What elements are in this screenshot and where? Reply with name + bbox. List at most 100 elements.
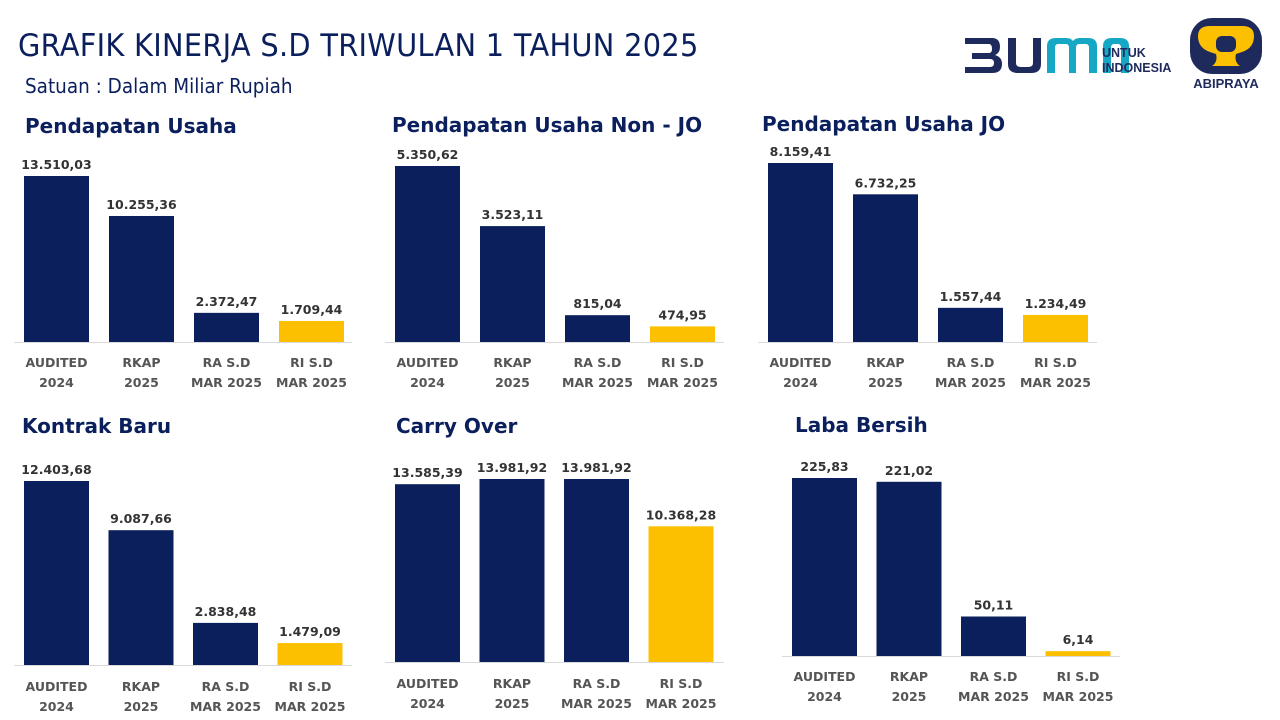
bar [938, 307, 1003, 342]
category-label: MAR 2025 [1043, 689, 1114, 704]
category-label: RA S.D [573, 676, 621, 691]
bar [1045, 651, 1111, 656]
category-label: AUDITED [770, 355, 832, 370]
data-label: 5.350,62 [397, 147, 459, 162]
page-title: GRAFIK KINERJA S.D TRIWULAN 1 TAHUN 2025 [18, 28, 699, 64]
category-label: MAR 2025 [191, 375, 262, 390]
category-label: AUDITED [397, 355, 459, 370]
bar [565, 315, 630, 342]
bumn-tagline-line2: INDONESIA [1102, 61, 1171, 75]
data-label: 13.981,92 [477, 460, 547, 475]
bar [648, 526, 714, 662]
data-label: 8.159,41 [770, 144, 832, 159]
data-label: 13.510,03 [21, 157, 91, 172]
data-label: 815,04 [573, 296, 622, 311]
data-label: 6,14 [1063, 632, 1094, 647]
bar [564, 479, 629, 662]
data-label: 1.234,49 [1025, 296, 1087, 311]
category-label: 2025 [868, 375, 903, 390]
category-label: RI S.D [661, 355, 704, 370]
category-label: 2024 [783, 375, 818, 390]
data-label: 10.368,28 [646, 507, 716, 522]
category-label: RA S.D [947, 355, 995, 370]
category-label: RKAP [493, 355, 531, 370]
category-label: RA S.D [203, 355, 251, 370]
category-label: RI S.D [290, 355, 333, 370]
category-label: 2025 [495, 696, 530, 711]
category-label: MAR 2025 [646, 696, 717, 711]
page-subtitle: Satuan : Dalam Miliar Rupiah [25, 74, 293, 98]
data-label: 1.557,44 [940, 289, 1002, 304]
category-label: RKAP [122, 679, 160, 694]
data-label: 1.479,09 [279, 624, 341, 639]
chart-title: Pendapatan Usaha [25, 114, 237, 138]
data-label: 1.709,44 [281, 302, 343, 317]
chart-title: Pendapatan Usaha Non - JO [392, 113, 703, 137]
chart-title: Carry Over [396, 414, 518, 438]
category-label: MAR 2025 [1020, 375, 1091, 390]
category-label: 2025 [892, 689, 927, 704]
category-label: MAR 2025 [935, 375, 1006, 390]
bar [193, 622, 258, 665]
category-label: MAR 2025 [958, 689, 1029, 704]
chart-title: Kontrak Baru [22, 414, 172, 438]
category-label: MAR 2025 [562, 375, 633, 390]
category-label: RI S.D [1057, 669, 1100, 684]
category-label: AUDITED [26, 355, 88, 370]
category-label: MAR 2025 [276, 375, 347, 390]
category-label: RI S.D [660, 676, 703, 691]
data-label: 12.403,68 [21, 462, 91, 477]
chart-plot: 13.510,03 AUDITED 2024 10.255,36 RKAP 2025 2.3… [14, 157, 352, 390]
category-label: RI S.D [1034, 355, 1077, 370]
bar [961, 616, 1026, 656]
bar [650, 326, 715, 342]
chart-title: Laba Bersih [795, 413, 928, 437]
category-label: 2024 [410, 696, 445, 711]
category-label: AUDITED [397, 676, 459, 691]
data-label: 9.087,66 [110, 511, 172, 526]
abipraya-logo: ABIPRAYA [1190, 18, 1262, 91]
data-label: 50,11 [974, 598, 1014, 613]
category-label: RKAP [493, 676, 531, 691]
bar [1023, 314, 1088, 342]
chart-title: Pendapatan Usaha JO [762, 112, 1006, 136]
chart-plot: 225,83 AUDITED 2024 221,02 RKAP 2025 50,11 RA S… [782, 459, 1120, 704]
data-label: 221,02 [885, 463, 933, 478]
bar [395, 166, 460, 342]
category-label: 2024 [39, 375, 74, 390]
chart-plot: 8.159,41 AUDITED 2024 6.732,25 RKAP 2025 1.557… [758, 144, 1097, 390]
data-label: 13.981,92 [561, 460, 631, 475]
bar [395, 484, 460, 662]
category-label: MAR 2025 [275, 699, 346, 714]
category-label: MAR 2025 [561, 696, 632, 711]
category-label: MAR 2025 [647, 375, 718, 390]
data-label: 474,95 [658, 307, 706, 322]
bar [479, 479, 545, 662]
category-label: RKAP [122, 355, 160, 370]
category-label: 2025 [124, 375, 159, 390]
category-label: AUDITED [26, 679, 88, 694]
bar [194, 312, 259, 342]
category-label: 2025 [124, 699, 159, 714]
bar [109, 215, 174, 342]
bar [279, 320, 344, 342]
category-label: RKAP [866, 355, 904, 370]
bar [24, 176, 89, 342]
bumn-logo: UNTUK INDONESIA [965, 38, 1171, 75]
category-label: AUDITED [794, 669, 856, 684]
abipraya-wordmark: ABIPRAYA [1193, 76, 1259, 91]
bumn-wordmark [965, 38, 1129, 73]
data-label: 2.838,48 [195, 604, 257, 619]
category-label: 2024 [410, 375, 445, 390]
chart-plot: 13.585,39 AUDITED 2024 13.981,92 RKAP 2025 13.… [385, 460, 724, 711]
chart-plot: 12.403,68 AUDITED 2024 9.087,66 RKAP 2025 2.83… [14, 462, 352, 714]
bar [876, 481, 942, 656]
category-label: 2024 [807, 689, 842, 704]
bar [24, 481, 89, 665]
category-label: 2025 [495, 375, 530, 390]
data-label: 3.523,11 [482, 207, 544, 222]
chart-plot: 5.350,62 AUDITED 2024 3.523,11 RKAP 2025 815,0… [385, 147, 724, 390]
category-label: RA S.D [202, 679, 250, 694]
category-label: RI S.D [289, 679, 332, 694]
bar [768, 163, 833, 342]
